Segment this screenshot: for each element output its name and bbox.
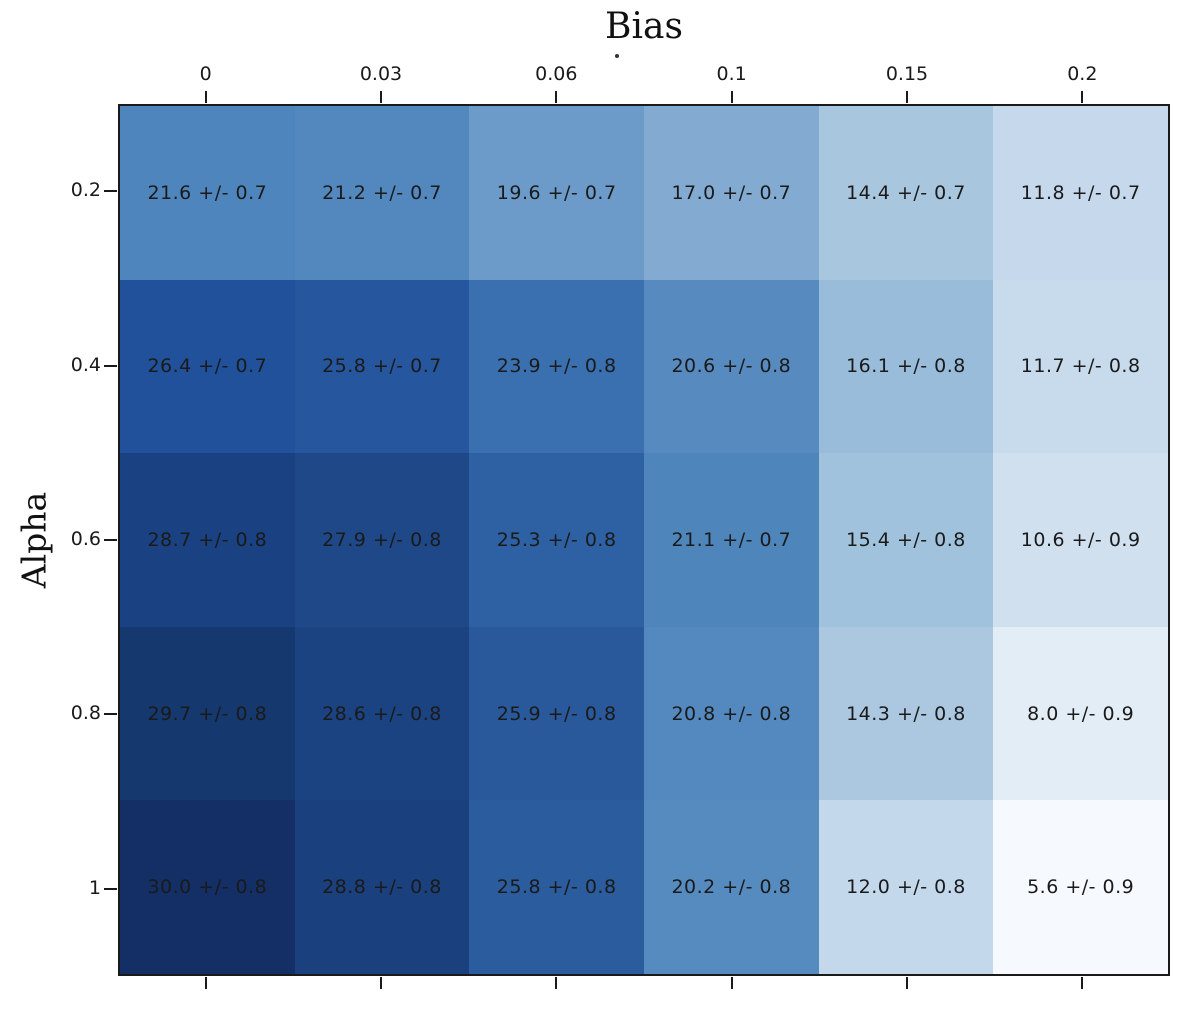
x-tick-label: 0 bbox=[199, 63, 212, 85]
x-tick-mark-bottom bbox=[906, 977, 908, 989]
x-tick-mark-bottom bbox=[555, 977, 558, 989]
heatmap-cell: 12.0 +/- 0.8 bbox=[818, 800, 994, 974]
heatmap-cell: 10.6 +/- 0.9 bbox=[993, 453, 1168, 627]
heatmap-cell: 5.6 +/- 0.9 bbox=[993, 800, 1168, 974]
heatmap-cell: 27.9 +/- 0.8 bbox=[294, 453, 470, 627]
heatmap-cell: 8.0 +/- 0.9 bbox=[993, 626, 1168, 801]
x-tick-mark-top bbox=[204, 91, 207, 103]
heatmap-cell: 14.4 +/- 0.7 bbox=[818, 106, 994, 280]
heatmap-cell: 14.3 +/- 0.8 bbox=[818, 626, 994, 801]
heatmap-cell: 20.8 +/- 0.8 bbox=[644, 626, 819, 801]
x-tick-mark-top bbox=[730, 91, 733, 103]
heatmap-cell: 23.9 +/- 0.8 bbox=[469, 279, 644, 454]
x-tick-label: 0.2 bbox=[1067, 63, 1098, 85]
heatmap-cell: 21.2 +/- 0.7 bbox=[294, 106, 470, 280]
y-tick-label: 0.2 bbox=[70, 179, 101, 202]
heatmap-cell: 25.9 +/- 0.8 bbox=[469, 626, 644, 801]
heatmap-cell: 21.6 +/- 0.7 bbox=[120, 106, 295, 280]
heatmap-cell: 28.6 +/- 0.8 bbox=[294, 626, 470, 801]
stray-dot bbox=[615, 54, 619, 58]
heatmap-cell: 11.7 +/- 0.8 bbox=[993, 279, 1168, 454]
x-tick-label: 0.03 bbox=[359, 63, 403, 85]
y-tick-label: 0.4 bbox=[70, 353, 101, 376]
x-tick-mark-top bbox=[1081, 91, 1084, 103]
x-tick-mark-bottom bbox=[380, 977, 382, 989]
y-tick-mark bbox=[104, 887, 117, 890]
y-tick-label: 0.6 bbox=[70, 528, 101, 550]
x-tick-mark-bottom bbox=[1081, 977, 1084, 989]
x-tick-mark-bottom bbox=[204, 977, 207, 989]
y-tick-label: 1 bbox=[88, 876, 101, 899]
x-tick-label: 0.06 bbox=[535, 63, 578, 85]
x-tick-mark-top bbox=[906, 91, 908, 103]
x-tick-mark-top bbox=[380, 91, 382, 103]
heatmap-cell: 25.8 +/- 0.8 bbox=[469, 800, 644, 974]
y-tick-label: 0.8 bbox=[70, 702, 101, 725]
heatmap-plot: 21.6 +/- 0.7 21.2 +/- 0.7 19.6 +/- 0.7 17.0… bbox=[118, 104, 1170, 976]
heatmap-cell: 25.3 +/- 0.8 bbox=[469, 453, 644, 627]
heatmap-cell: 17.0 +/- 0.7 bbox=[644, 106, 819, 280]
heatmap-cell: 19.6 +/- 0.7 bbox=[469, 106, 644, 280]
heatmap-cell: 30.0 +/- 0.8 bbox=[120, 800, 295, 974]
x-tick-mark-bottom bbox=[730, 977, 733, 989]
heatmap-cell: 16.1 +/- 0.8 bbox=[818, 279, 994, 454]
x-tick-label: 0.15 bbox=[885, 63, 929, 85]
y-tick-mark bbox=[104, 364, 117, 367]
heatmap-cell: 21.1 +/- 0.7 bbox=[644, 453, 819, 627]
chart-title: Bias bbox=[605, 6, 683, 47]
heatmap-cell: 28.7 +/- 0.8 bbox=[120, 453, 295, 627]
x-tick-mark-top bbox=[555, 91, 558, 103]
heatmap-cell: 29.7 +/- 0.8 bbox=[120, 626, 295, 801]
heatmap-cell: 26.4 +/- 0.7 bbox=[120, 279, 295, 454]
heatmap-cell: 11.8 +/- 0.7 bbox=[993, 106, 1168, 280]
x-tick-label: 0.1 bbox=[716, 63, 747, 85]
heatmap-cell: 20.2 +/- 0.8 bbox=[644, 800, 819, 974]
y-tick-mark bbox=[104, 713, 117, 716]
heatmap-cell: 28.8 +/- 0.8 bbox=[294, 800, 470, 974]
heatmap-cell: 25.8 +/- 0.7 bbox=[294, 279, 470, 454]
heatmap-cell: 20.6 +/- 0.8 bbox=[644, 279, 819, 454]
heatmap-cell: 15.4 +/- 0.8 bbox=[818, 453, 994, 627]
y-tick-mark bbox=[104, 539, 117, 541]
y-tick-mark bbox=[104, 190, 117, 193]
